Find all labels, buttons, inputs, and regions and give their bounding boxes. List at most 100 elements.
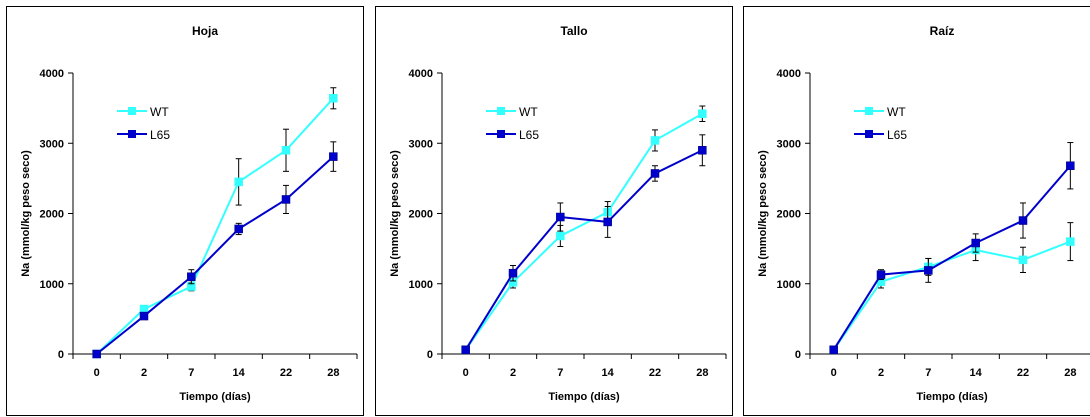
y-axis-label: Na (mmol/kg peso seco): [757, 150, 769, 277]
y-tick-label: 2000: [40, 209, 64, 221]
chart-title: Raíz: [930, 24, 955, 38]
x-tick-label: 14: [970, 367, 983, 379]
panel-tallo: Tallo 0 1000 2000 3000 4000 0 2 7 14 22 28 Tiempo (d…: [375, 6, 733, 416]
data-point-wt: [1018, 255, 1028, 265]
legend-label-wt: WT: [519, 105, 538, 119]
legend-marker-wt: [128, 107, 136, 115]
y-tick-label: 0: [795, 349, 801, 361]
data-point-l65: [1066, 161, 1075, 170]
series-wt: [92, 87, 338, 359]
series-line-l65: [832, 165, 1072, 351]
legend-label-l65: L65: [887, 128, 907, 142]
data-point-wt: [1066, 237, 1075, 246]
y-tick-label: 2000: [777, 209, 801, 221]
series-line-wt: [464, 112, 703, 351]
panel-raiz: Raíz 0 1000 2000 3000 4000 0 2 7 14 22 28 Tiempo (dí…: [743, 6, 1090, 416]
x-tick-label: 0: [94, 367, 100, 379]
legend-label-l65: L65: [150, 128, 170, 142]
data-point-l65: [461, 345, 470, 355]
chart-svg: Tallo 0 1000 2000 3000 4000 0 2 7 14 22 28 Tiempo (d…: [389, 24, 727, 403]
x-tick-label: 2: [141, 367, 147, 379]
data-point-l65: [1018, 216, 1028, 225]
data-point-l65: [281, 195, 291, 204]
x-axis-label: Tiempo (días): [179, 391, 251, 403]
chart-svg: Hoja 0 1000 2000 3000 4000 0 2 7 14 22 28 Tiempo (dí…: [20, 24, 358, 403]
legend: WT L65: [486, 105, 539, 142]
data-point-l65: [924, 266, 933, 275]
series-line-l65: [464, 149, 703, 351]
x-tick-label: 2: [878, 367, 884, 379]
y-tick-label: 1000: [777, 279, 801, 291]
data-point-wt: [234, 177, 243, 187]
legend-marker-l65: [865, 130, 873, 138]
data-point-l65: [971, 238, 980, 248]
data-point-l65: [139, 311, 149, 321]
y-tick-label: 3000: [777, 138, 801, 150]
data-point-l65: [650, 169, 660, 178]
y-tick-label: 0: [427, 349, 433, 361]
y-axis-label: Na (mmol/kg peso seco): [20, 150, 32, 277]
series-line-wt: [832, 240, 1071, 351]
chart-title: Tallo: [560, 24, 587, 38]
data-point-wt: [329, 94, 338, 103]
y-tick-label: 3000: [40, 138, 64, 150]
x-tick-label: 14: [602, 367, 615, 379]
series-wt: [461, 105, 707, 355]
data-point-wt: [556, 231, 565, 241]
y-tick-label: 0: [58, 349, 64, 361]
x-tick-label: 7: [188, 367, 194, 379]
y-tick-label: 3000: [409, 138, 433, 150]
data-point-l65: [187, 272, 196, 281]
y-tick-label: 1000: [409, 279, 433, 291]
legend-label-wt: WT: [887, 105, 906, 119]
data-point-wt: [650, 136, 660, 145]
series-l65: [92, 141, 338, 359]
legend-marker-l65: [497, 130, 505, 138]
x-tick-label: 7: [925, 367, 931, 379]
x-tick-label: 28: [696, 367, 708, 379]
x-tick-label: 14: [233, 367, 246, 379]
legend-marker-wt: [865, 107, 873, 115]
legend: WT L65: [117, 105, 170, 142]
data-point-l65: [876, 270, 886, 279]
x-tick-label: 28: [327, 367, 339, 379]
y-tick-label: 4000: [409, 68, 433, 80]
x-tick-label: 22: [1017, 367, 1029, 379]
x-tick-label: 22: [649, 367, 661, 379]
x-tick-label: 2: [510, 367, 516, 379]
y-tick-label: 2000: [409, 209, 433, 221]
legend-label-l65: L65: [519, 128, 539, 142]
x-axis-label: Tiempo (días): [916, 391, 988, 403]
x-tick-label: 0: [463, 367, 469, 379]
series-wt: [829, 222, 1075, 355]
data-point-l65: [829, 345, 838, 355]
data-point-l65: [92, 349, 101, 359]
series-line-wt: [95, 97, 335, 355]
data-point-l65: [556, 212, 565, 222]
x-tick-label: 0: [831, 367, 837, 379]
data-point-l65: [698, 146, 707, 155]
legend-label-wt: WT: [150, 105, 169, 119]
legend-marker-wt: [497, 107, 505, 115]
series-l65: [829, 142, 1075, 355]
series-l65: [461, 134, 707, 355]
data-point-l65: [234, 224, 243, 234]
y-tick-label: 4000: [40, 68, 64, 80]
legend-marker-l65: [128, 130, 136, 138]
data-point-l65: [603, 217, 612, 227]
chart-title: Hoja: [192, 24, 218, 38]
legend: WT L65: [854, 105, 907, 142]
y-tick-label: 1000: [40, 279, 64, 291]
x-tick-label: 22: [280, 367, 292, 379]
y-tick-label: 4000: [777, 68, 801, 80]
x-tick-label: 7: [557, 367, 563, 379]
data-point-wt: [698, 109, 707, 118]
chart-svg: Raíz 0 1000 2000 3000 4000 0 2 7 14 22 28 Tiempo (dí…: [757, 24, 1090, 403]
panel-hoja: Hoja 0 1000 2000 3000 4000 0 2 7 14 22 28 Tiempo (dí…: [6, 6, 364, 416]
series-line-l65: [96, 155, 335, 355]
x-axis-label: Tiempo (días): [548, 391, 620, 403]
data-point-l65: [508, 268, 518, 278]
x-tick-label: 28: [1064, 367, 1076, 379]
data-point-l65: [329, 152, 338, 161]
